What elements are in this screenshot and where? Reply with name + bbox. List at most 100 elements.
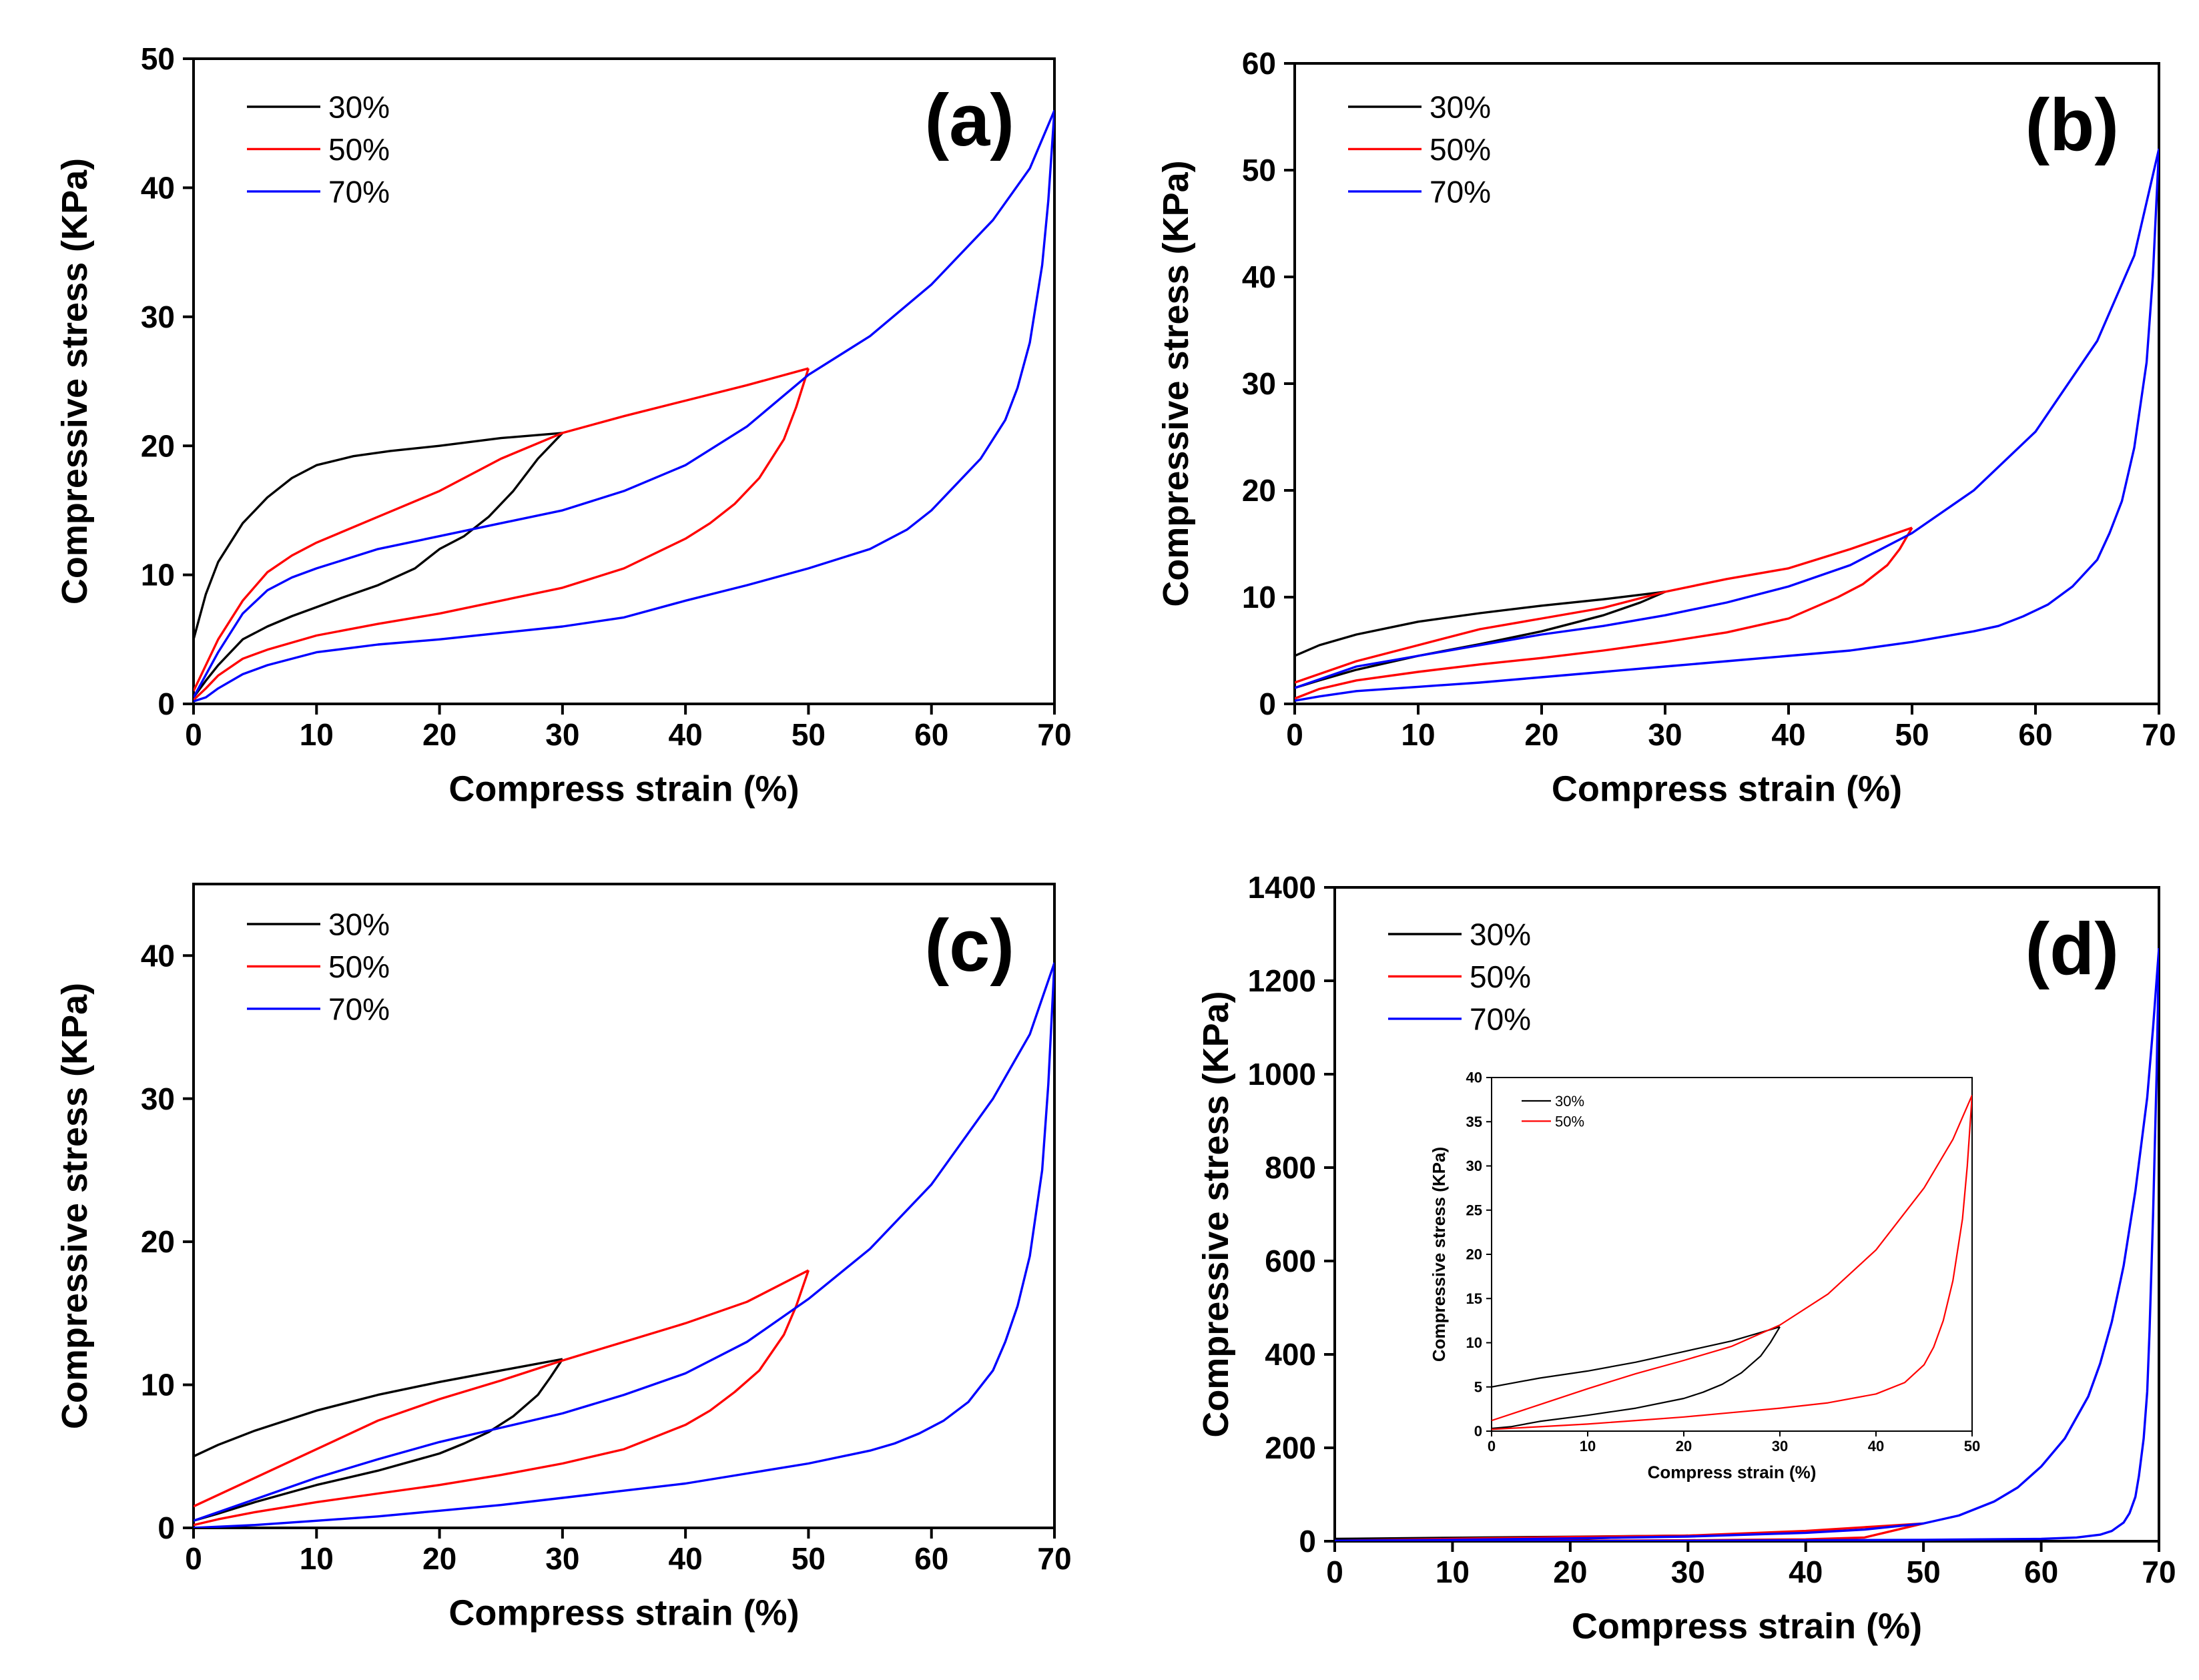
- panel-c-plot-frame: [192, 883, 1056, 1529]
- panel-d-inset-series-50-unloading-line: [1492, 1095, 1972, 1430]
- panel-c-x-tick-label-20: 20: [422, 1541, 456, 1576]
- panel-d-inset-legend-label-50: 50%: [1555, 1113, 1584, 1130]
- panel-d-y-tick-label-1000: 1000: [1248, 1057, 1316, 1092]
- panel-d-y-tick-label-1400: 1400: [1248, 870, 1316, 905]
- panel-d-inset-x-axis-title: Compress strain (%): [1648, 1462, 1817, 1482]
- panel-d-inset-series-30-unloading-line: [1492, 1326, 1781, 1430]
- panel-a-legend-label-70: 70%: [328, 175, 390, 209]
- panel-a-series-70-loading-line: [194, 109, 1054, 699]
- panel-d-inset-series-50-loading-line: [1492, 1095, 1972, 1422]
- panel-d-inset-x-tick-label-40: 40: [1868, 1438, 1884, 1454]
- panel-d-legend-label-50: 50%: [1470, 959, 1531, 994]
- panel-b-y-tick-label-40: 40: [1242, 260, 1276, 294]
- panel-a-series-30-unloading-line: [194, 432, 564, 699]
- panel-d-x-axis-title: Compress strain (%): [1572, 1607, 1922, 1647]
- panel-c-y-axis-title: Compressive stress (KPa): [55, 983, 95, 1429]
- panel-d-inset-x-tick-label-0: 0: [1488, 1438, 1496, 1454]
- panel-c-x-tick-label-30: 30: [545, 1541, 579, 1576]
- panel-b-x-axis-title: Compress strain (%): [1552, 769, 1902, 809]
- panel-b-x-tick-label-70: 70: [2142, 717, 2176, 752]
- chart-panel-d-inset: 0 10 20 30 40 50 0 5 10 15 20 25 30 35 40 Compress stra…: [1429, 1070, 1980, 1483]
- panel-d-x-tick-label-70: 70: [2142, 1555, 2176, 1589]
- panel-a-x-tick-label-10: 10: [300, 717, 334, 752]
- panel-b-series-30-loading-line: [1295, 590, 1666, 657]
- chart-panel-d: 0 10 20 30 40 50 60 700200400600800100012001400…: [1196, 870, 2176, 1647]
- panel-d-inset-y-axis-title: Compressive stress (KPa): [1429, 1147, 1449, 1362]
- panel-d-y-tick-label-800: 800: [1265, 1150, 1316, 1185]
- panel-d-inset-y-tick-label-25: 25: [1466, 1202, 1482, 1218]
- panel-c-panel-label: (c): [925, 905, 1014, 987]
- panel-d-inset-y-tick-label-5: 5: [1474, 1378, 1482, 1395]
- panel-a-x-tick-label-50: 50: [792, 717, 826, 752]
- panel-a-plot-frame: [192, 57, 1056, 705]
- panel-d-series-70-loading-line: [1335, 947, 2159, 1541]
- panel-c-series-50-unloading-line: [194, 1270, 810, 1527]
- panel-c-x-tick-label-40: 40: [669, 1541, 703, 1576]
- panel-d-inset-y-tick-label-20: 20: [1466, 1246, 1482, 1263]
- chart-panel-a: 0 10 20 30 40 50 60 70 0 10 20 30 40 50 Compress strai…: [55, 41, 1072, 809]
- panel-d-inset-y-tick-label-30: 30: [1466, 1158, 1482, 1174]
- panel-d-y-tick-label-600: 600: [1265, 1244, 1316, 1278]
- panel-d-inset-y-tick-label-40: 40: [1466, 1070, 1482, 1086]
- panel-d-x-tick-label-50: 50: [1907, 1555, 1941, 1589]
- panel-d-y-tick-label-0: 0: [1299, 1524, 1316, 1559]
- panel-c-y-tick-label-40: 40: [141, 938, 175, 973]
- panel-a-series-30-loading-line: [194, 432, 563, 640]
- panel-a-y-tick-label-50: 50: [141, 41, 175, 76]
- panel-a-series-50-unloading-line: [194, 368, 810, 701]
- panel-d-inset-x-tick-label-10: 10: [1580, 1438, 1596, 1454]
- panel-a-y-tick-label-0: 0: [158, 687, 175, 721]
- panel-c-y-tick-label-10: 10: [141, 1368, 175, 1402]
- panel-b-y-tick-label-60: 60: [1242, 46, 1276, 81]
- panel-c-x-tick-label-70: 70: [1037, 1541, 1071, 1576]
- panel-c-legend-label-50: 50%: [328, 949, 390, 984]
- panel-b-y-tick-label-30: 30: [1242, 366, 1276, 401]
- panel-d-x-tick-label-60: 60: [2024, 1555, 2058, 1589]
- panel-d-y-tick-label-200: 200: [1265, 1430, 1316, 1465]
- panel-b-y-tick-label-0: 0: [1259, 687, 1276, 721]
- panel-a-y-tick-label-10: 10: [141, 558, 175, 592]
- panel-b-x-tick-label-20: 20: [1524, 717, 1558, 752]
- panel-a-legend-label-50: 50%: [328, 132, 390, 167]
- panel-d-inset-y-tick-label-35: 35: [1466, 1114, 1482, 1130]
- panel-b-y-tick-label-10: 10: [1242, 580, 1276, 614]
- panel-c-series-70-loading-line: [194, 962, 1054, 1522]
- panel-d-y-tick-label-400: 400: [1265, 1337, 1316, 1372]
- panel-d-x-tick-label-20: 20: [1553, 1555, 1587, 1589]
- panel-b-series-50-loading-line: [1295, 526, 1913, 684]
- panel-c-x-tick-label-10: 10: [300, 1541, 334, 1576]
- chart-panel-c: 0 10 20 30 40 50 60 70 0 10 20 30 40 Compress strain …: [55, 883, 1072, 1633]
- panel-d-panel-label: (d): [2025, 908, 2119, 990]
- panel-b-x-tick-label-10: 10: [1401, 717, 1435, 752]
- panel-a-x-axis-title: Compress strain (%): [448, 769, 799, 809]
- panel-d-inset-x-tick-label-50: 50: [1964, 1438, 1980, 1454]
- panel-d-inset-legend-label-30: 30%: [1555, 1093, 1584, 1110]
- panel-c-series-30-unloading-line: [194, 1358, 564, 1522]
- panel-a-legend-label-30: 30%: [328, 90, 390, 125]
- panel-c-x-tick-label-50: 50: [792, 1541, 826, 1576]
- panel-b-legend-label-70: 70%: [1430, 175, 1491, 209]
- panel-a-series-70-unloading-line: [194, 110, 1054, 703]
- panel-a-x-tick-label-40: 40: [669, 717, 703, 752]
- panel-d-inset-x-tick-label-20: 20: [1676, 1438, 1692, 1454]
- panel-b-x-tick-label-0: 0: [1286, 717, 1303, 752]
- panel-a-panel-label: (a): [925, 79, 1014, 161]
- panel-d-x-tick-label-10: 10: [1436, 1555, 1470, 1589]
- panel-a-x-tick-label-60: 60: [914, 717, 948, 752]
- panel-b-x-tick-label-50: 50: [1895, 717, 1929, 752]
- panel-d-x-tick-label-40: 40: [1789, 1555, 1823, 1589]
- panel-b-x-tick-label-60: 60: [2018, 717, 2052, 752]
- panel-d-inset-y-tick-label-0: 0: [1474, 1423, 1482, 1440]
- panel-c-y-tick-label-0: 0: [158, 1511, 175, 1545]
- panel-c-x-tick-label-60: 60: [914, 1541, 948, 1576]
- panel-a-series-50-loading-line: [194, 367, 809, 692]
- chart-panel-b: 0 10 20 30 40 50 60 70 0 10 20 30 40 50 60 Compress str…: [1156, 46, 2176, 809]
- panel-c-x-tick-label-0: 0: [185, 1541, 202, 1576]
- panel-b-x-tick-label-30: 30: [1648, 717, 1682, 752]
- panel-a-x-tick-label-0: 0: [185, 717, 202, 752]
- panel-b-y-tick-label-50: 50: [1242, 153, 1276, 187]
- panel-c-y-tick-label-20: 20: [141, 1224, 175, 1259]
- panel-d-x-tick-label-0: 0: [1326, 1555, 1343, 1589]
- panel-d-x-tick-label-30: 30: [1671, 1555, 1705, 1589]
